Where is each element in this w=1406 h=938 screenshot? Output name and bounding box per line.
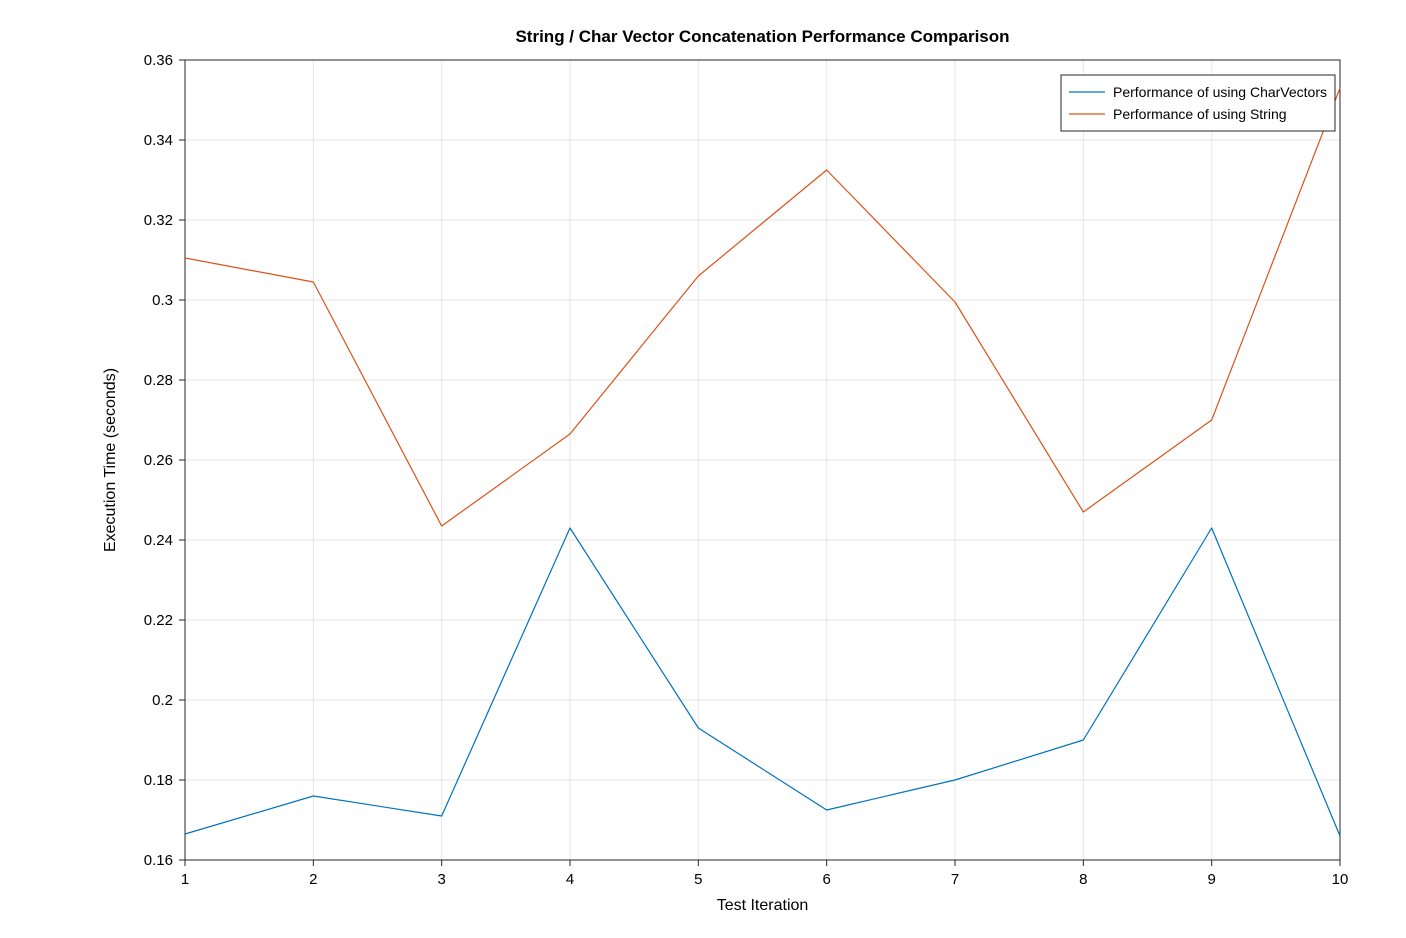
x-tick-label: 9: [1207, 871, 1215, 888]
y-tick-label: 0.32: [144, 212, 173, 229]
x-tick-label: 1: [181, 871, 189, 888]
legend-label-1: Performance of using String: [1113, 106, 1287, 122]
chart-title: String / Char Vector Concatenation Perfo…: [515, 27, 1009, 46]
x-tick-label: 8: [1079, 871, 1087, 888]
y-tick-label: 0.2: [152, 692, 173, 709]
x-tick-label: 2: [309, 871, 317, 888]
y-tick-label: 0.3: [152, 292, 173, 309]
legend: Performance of using CharVectors Performa…: [1061, 75, 1335, 131]
legend-label-0: Performance of using CharVectors: [1113, 84, 1327, 100]
y-tick-label: 0.26: [144, 452, 173, 469]
x-tick-label: 10: [1332, 871, 1349, 888]
y-tick-label: 0.36: [144, 52, 173, 69]
x-axis-label: Test Iteration: [717, 897, 809, 914]
y-tick-label: 0.22: [144, 612, 173, 629]
line-chart: 1 2 3 4 5 6 7 8 9 10 0.16 0.18 0.2 0.22 0.24 0.26 0.28 0.…: [0, 0, 1406, 938]
y-tick-label: 0.34: [144, 132, 173, 149]
y-tick-label: 0.16: [144, 852, 173, 869]
x-tick-label: 5: [694, 871, 702, 888]
y-tick-label: 0.24: [144, 532, 173, 549]
x-tick-label: 3: [437, 871, 445, 888]
y-tick-label: 0.18: [144, 772, 173, 789]
chart-container: 1 2 3 4 5 6 7 8 9 10 0.16 0.18 0.2 0.22 0.24 0.26 0.28 0.…: [0, 0, 1406, 938]
x-tick-label: 7: [951, 871, 959, 888]
x-tick-label: 6: [822, 871, 830, 888]
x-tick-label: 4: [566, 871, 574, 888]
y-axis-label: Execution Time (seconds): [102, 368, 119, 552]
y-tick-label: 0.28: [144, 372, 173, 389]
